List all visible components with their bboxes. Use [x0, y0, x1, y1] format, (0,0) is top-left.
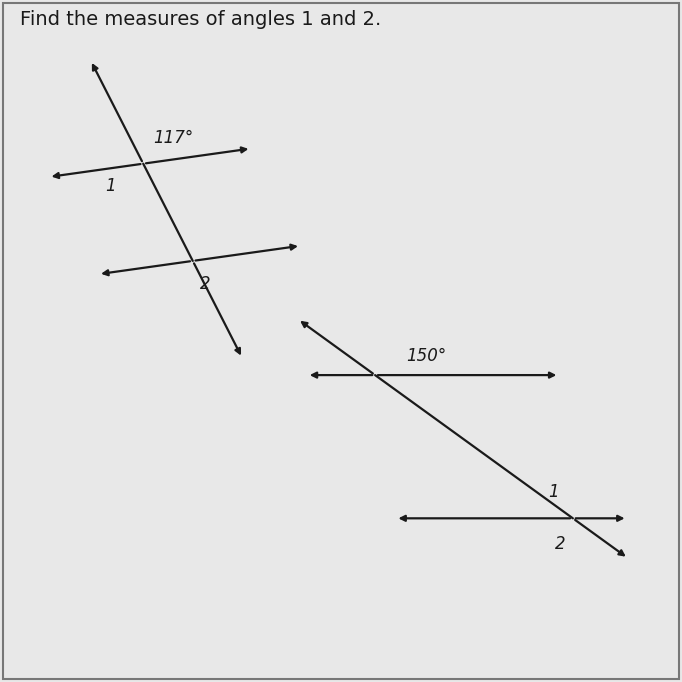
- Text: 2: 2: [200, 275, 210, 293]
- Text: 1: 1: [548, 484, 559, 501]
- Text: 117°: 117°: [153, 129, 194, 147]
- Text: Find the measures of angles 1 and 2.: Find the measures of angles 1 and 2.: [20, 10, 382, 29]
- Text: 2: 2: [555, 535, 566, 553]
- Text: 150°: 150°: [406, 347, 446, 365]
- Text: 1: 1: [105, 177, 116, 195]
